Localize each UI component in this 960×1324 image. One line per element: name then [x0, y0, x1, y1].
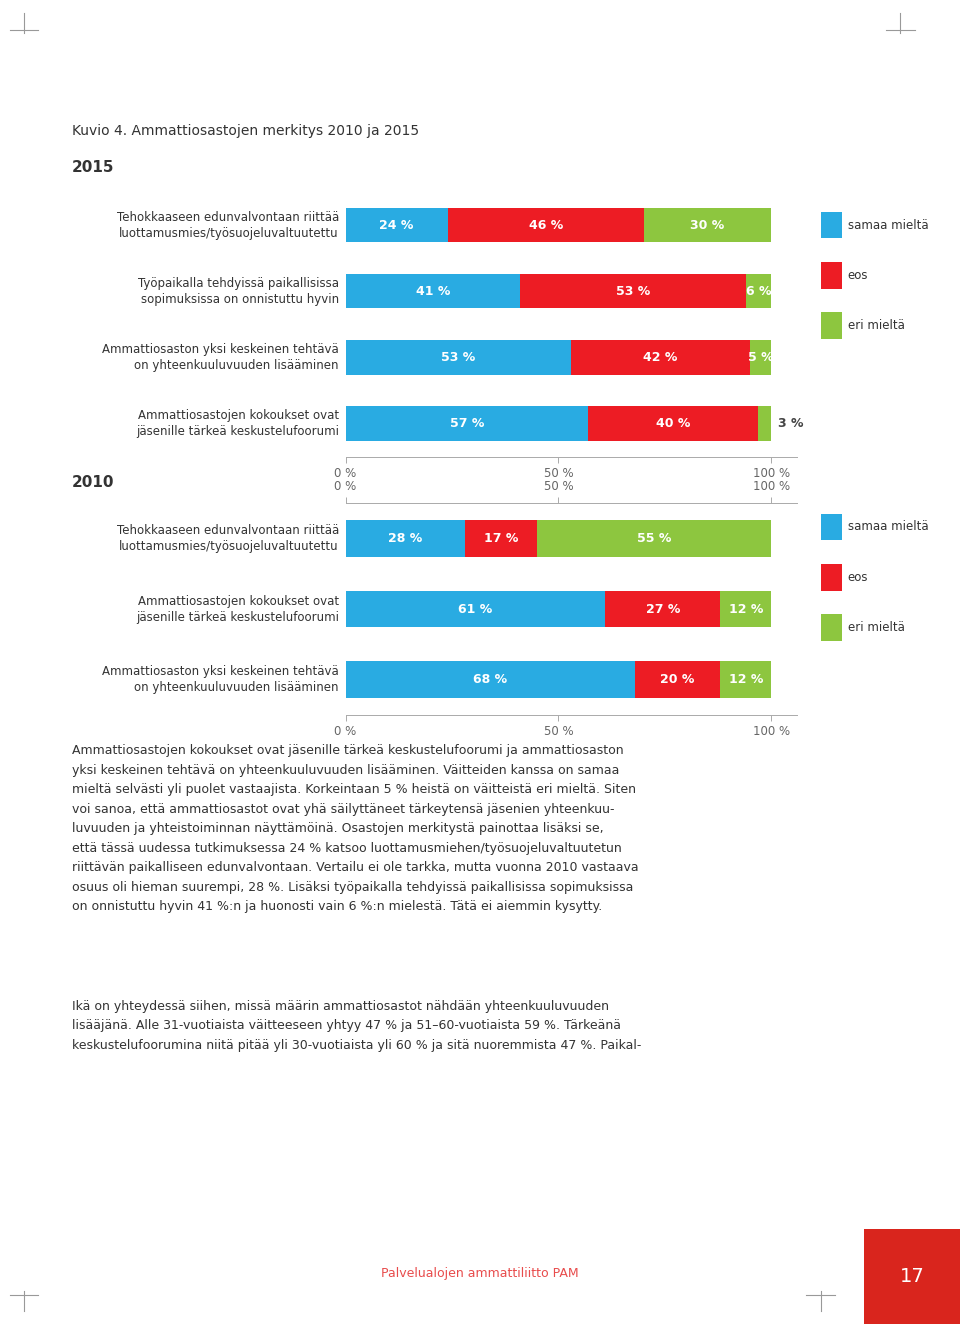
Text: 46 %: 46 % [529, 218, 563, 232]
Text: eri mieltä: eri mieltä [848, 319, 904, 332]
Text: 41 %: 41 % [416, 285, 450, 298]
Text: 55 %: 55 % [637, 532, 671, 545]
Text: 17 %: 17 % [484, 532, 518, 545]
Text: 20 %: 20 % [660, 673, 695, 686]
Text: Ammattiosastojen kokoukset ovat jäsenille tärkeä keskustelufoorumi ja ammattiosa: Ammattiosastojen kokoukset ovat jäsenill… [72, 744, 638, 914]
Text: 2010: 2010 [72, 475, 114, 490]
Text: Tehokkaaseen edunvalvontaan riittää
luottamusmies/työsuojeluvaltuutettu: Tehokkaaseen edunvalvontaan riittää luot… [116, 524, 339, 553]
Bar [346, 661, 636, 698]
Bar [346, 274, 520, 308]
Bar [346, 591, 605, 628]
Text: 40 %: 40 % [657, 417, 690, 430]
Bar [346, 520, 465, 557]
Text: Palvelualojen ammattiliitto PAM: Palvelualojen ammattiliitto PAM [381, 1267, 579, 1280]
Bar [465, 520, 538, 557]
Bar [346, 208, 447, 242]
Text: 6 %: 6 % [746, 285, 771, 298]
Text: eos: eos [848, 269, 868, 282]
Bar [636, 661, 720, 698]
Text: samaa mieltä: samaa mieltä [848, 218, 928, 232]
Text: Tehokkaaseen edunvalvontaan riittää
luottamusmies/työsuojeluvaltuutettu: Tehokkaaseen edunvalvontaan riittää luot… [116, 211, 339, 240]
Bar [588, 406, 758, 441]
Text: samaa mieltä: samaa mieltä [848, 520, 928, 534]
Text: Ammattiosaston yksi keskeinen tehtävä
on yhteenkuuluvuuden lisääminen: Ammattiosaston yksi keskeinen tehtävä on… [102, 665, 339, 694]
Bar [746, 274, 771, 308]
Text: Kuvio 4. Ammattiosastojen merkitys 2010 ja 2015: Kuvio 4. Ammattiosastojen merkitys 2010 … [72, 123, 420, 138]
Text: 28 %: 28 % [388, 532, 422, 545]
Text: 5 %: 5 % [748, 351, 774, 364]
Bar [538, 520, 771, 557]
Text: 27 %: 27 % [645, 602, 680, 616]
Text: 61 %: 61 % [458, 602, 492, 616]
Text: 2015: 2015 [72, 160, 114, 175]
Text: Ammattiosaston yksi keskeinen tehtävä
on yhteenkuuluvuuden lisääminen: Ammattiosaston yksi keskeinen tehtävä on… [102, 343, 339, 372]
Text: 53 %: 53 % [615, 285, 650, 298]
Text: 53 %: 53 % [442, 351, 475, 364]
Text: Työpaikalla tehdyissä paikallisissa
sopimuksissa on onnistuttu hyvin: Työpaikalla tehdyissä paikallisissa sopi… [138, 277, 339, 306]
Text: eos: eos [848, 571, 868, 584]
Text: 24 %: 24 % [379, 218, 414, 232]
Text: 17: 17 [900, 1267, 924, 1286]
Bar [720, 591, 771, 628]
Bar [520, 274, 746, 308]
Bar [346, 340, 571, 375]
Text: Ammattiosastojen kokoukset ovat
jäsenille tärkeä keskustelufoorumi: Ammattiosastojen kokoukset ovat jäsenill… [135, 594, 339, 624]
Bar [720, 661, 771, 698]
Text: 12 %: 12 % [729, 673, 763, 686]
Text: 42 %: 42 % [643, 351, 678, 364]
Text: 12 %: 12 % [729, 602, 763, 616]
Text: 57 %: 57 % [449, 417, 484, 430]
Bar [643, 208, 771, 242]
Bar [447, 208, 643, 242]
Text: Ammattiosastojen kokoukset ovat
jäsenille tärkeä keskustelufoorumi: Ammattiosastojen kokoukset ovat jäsenill… [135, 409, 339, 438]
Bar [571, 340, 750, 375]
Text: 68 %: 68 % [473, 673, 508, 686]
Text: 3 %: 3 % [778, 417, 804, 430]
Bar [750, 340, 771, 375]
Text: Ikä on yhteydessä siihen, missä määrin ammattiosastot nähdään yhteenkuuluvuuden
: Ikä on yhteydessä siihen, missä määrin a… [72, 1000, 641, 1051]
Text: 30 %: 30 % [690, 218, 725, 232]
Text: eri mieltä: eri mieltä [848, 621, 904, 634]
Bar [758, 406, 771, 441]
Bar [346, 406, 588, 441]
Bar [605, 591, 720, 628]
